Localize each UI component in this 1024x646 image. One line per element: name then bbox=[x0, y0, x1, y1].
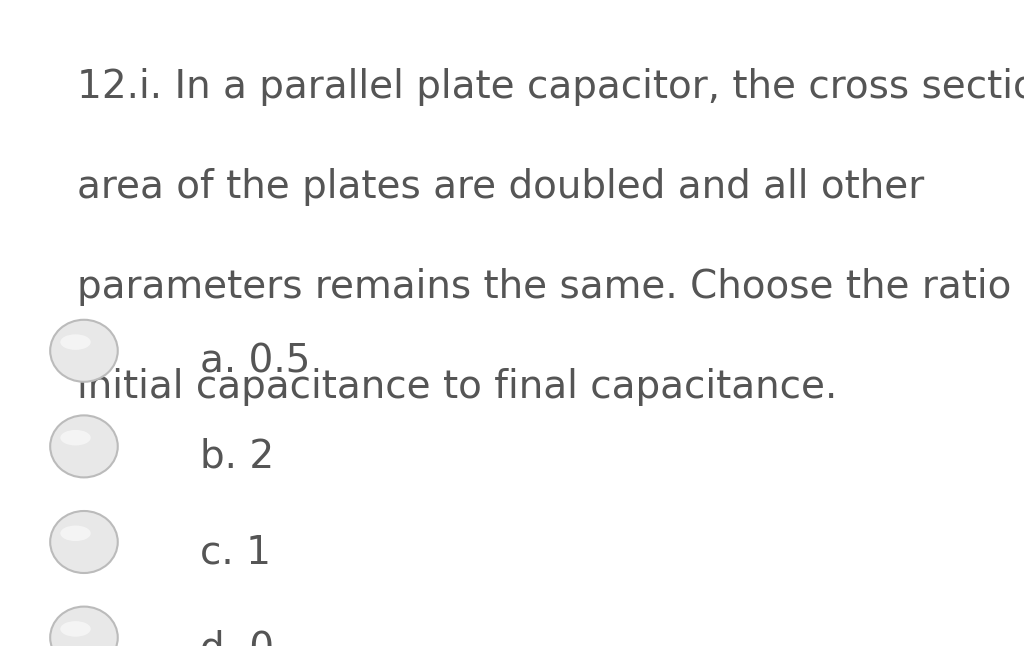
Text: d. 0: d. 0 bbox=[200, 629, 273, 646]
Text: a. 0.5: a. 0.5 bbox=[200, 342, 310, 380]
Ellipse shape bbox=[50, 320, 118, 382]
Ellipse shape bbox=[60, 335, 91, 350]
Text: area of the plates are doubled and all other: area of the plates are doubled and all o… bbox=[77, 168, 924, 206]
Text: b. 2: b. 2 bbox=[200, 438, 273, 476]
Text: initial capacitance to final capacitance.: initial capacitance to final capacitance… bbox=[77, 368, 838, 406]
Ellipse shape bbox=[60, 621, 91, 637]
Ellipse shape bbox=[50, 415, 118, 477]
Ellipse shape bbox=[60, 526, 91, 541]
Text: parameters remains the same. Choose the ratio of: parameters remains the same. Choose the … bbox=[77, 268, 1024, 306]
Text: 12.i. In a parallel plate capacitor, the cross sectional: 12.i. In a parallel plate capacitor, the… bbox=[77, 68, 1024, 106]
Text: c. 1: c. 1 bbox=[200, 534, 270, 572]
Ellipse shape bbox=[50, 607, 118, 646]
Ellipse shape bbox=[50, 511, 118, 573]
Ellipse shape bbox=[60, 430, 91, 446]
